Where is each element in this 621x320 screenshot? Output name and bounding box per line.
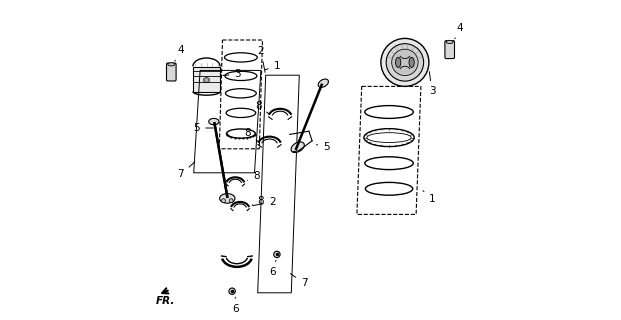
- Ellipse shape: [291, 142, 304, 153]
- Text: 1: 1: [423, 191, 435, 204]
- Ellipse shape: [396, 57, 401, 68]
- Text: 2: 2: [253, 197, 275, 207]
- Text: 2: 2: [258, 46, 265, 72]
- Circle shape: [229, 288, 235, 294]
- Circle shape: [222, 199, 225, 203]
- Bar: [193, 67, 220, 92]
- Ellipse shape: [318, 79, 329, 87]
- Text: 6: 6: [232, 297, 238, 314]
- Text: 3: 3: [223, 69, 241, 79]
- Text: 8: 8: [255, 100, 268, 114]
- Text: 5: 5: [194, 123, 214, 133]
- Ellipse shape: [204, 78, 209, 83]
- Circle shape: [274, 251, 280, 258]
- Text: 7: 7: [291, 274, 307, 288]
- Text: 4: 4: [175, 45, 184, 61]
- Text: 8: 8: [252, 196, 264, 206]
- Text: 4: 4: [455, 22, 463, 39]
- Circle shape: [229, 199, 233, 203]
- Text: 3: 3: [428, 72, 435, 96]
- Ellipse shape: [446, 40, 453, 44]
- Text: 1: 1: [265, 61, 280, 71]
- Circle shape: [392, 49, 418, 76]
- Text: 6: 6: [269, 260, 276, 277]
- Text: 7: 7: [178, 162, 195, 180]
- Text: 8: 8: [247, 171, 260, 181]
- Ellipse shape: [209, 118, 219, 125]
- Ellipse shape: [220, 194, 235, 203]
- Circle shape: [386, 44, 424, 81]
- Text: 8: 8: [245, 128, 258, 141]
- Text: FR.: FR.: [156, 296, 176, 306]
- Ellipse shape: [409, 57, 414, 68]
- Text: 5: 5: [316, 142, 330, 152]
- Ellipse shape: [168, 63, 175, 66]
- FancyBboxPatch shape: [445, 41, 455, 59]
- Circle shape: [381, 38, 429, 86]
- FancyBboxPatch shape: [166, 63, 176, 81]
